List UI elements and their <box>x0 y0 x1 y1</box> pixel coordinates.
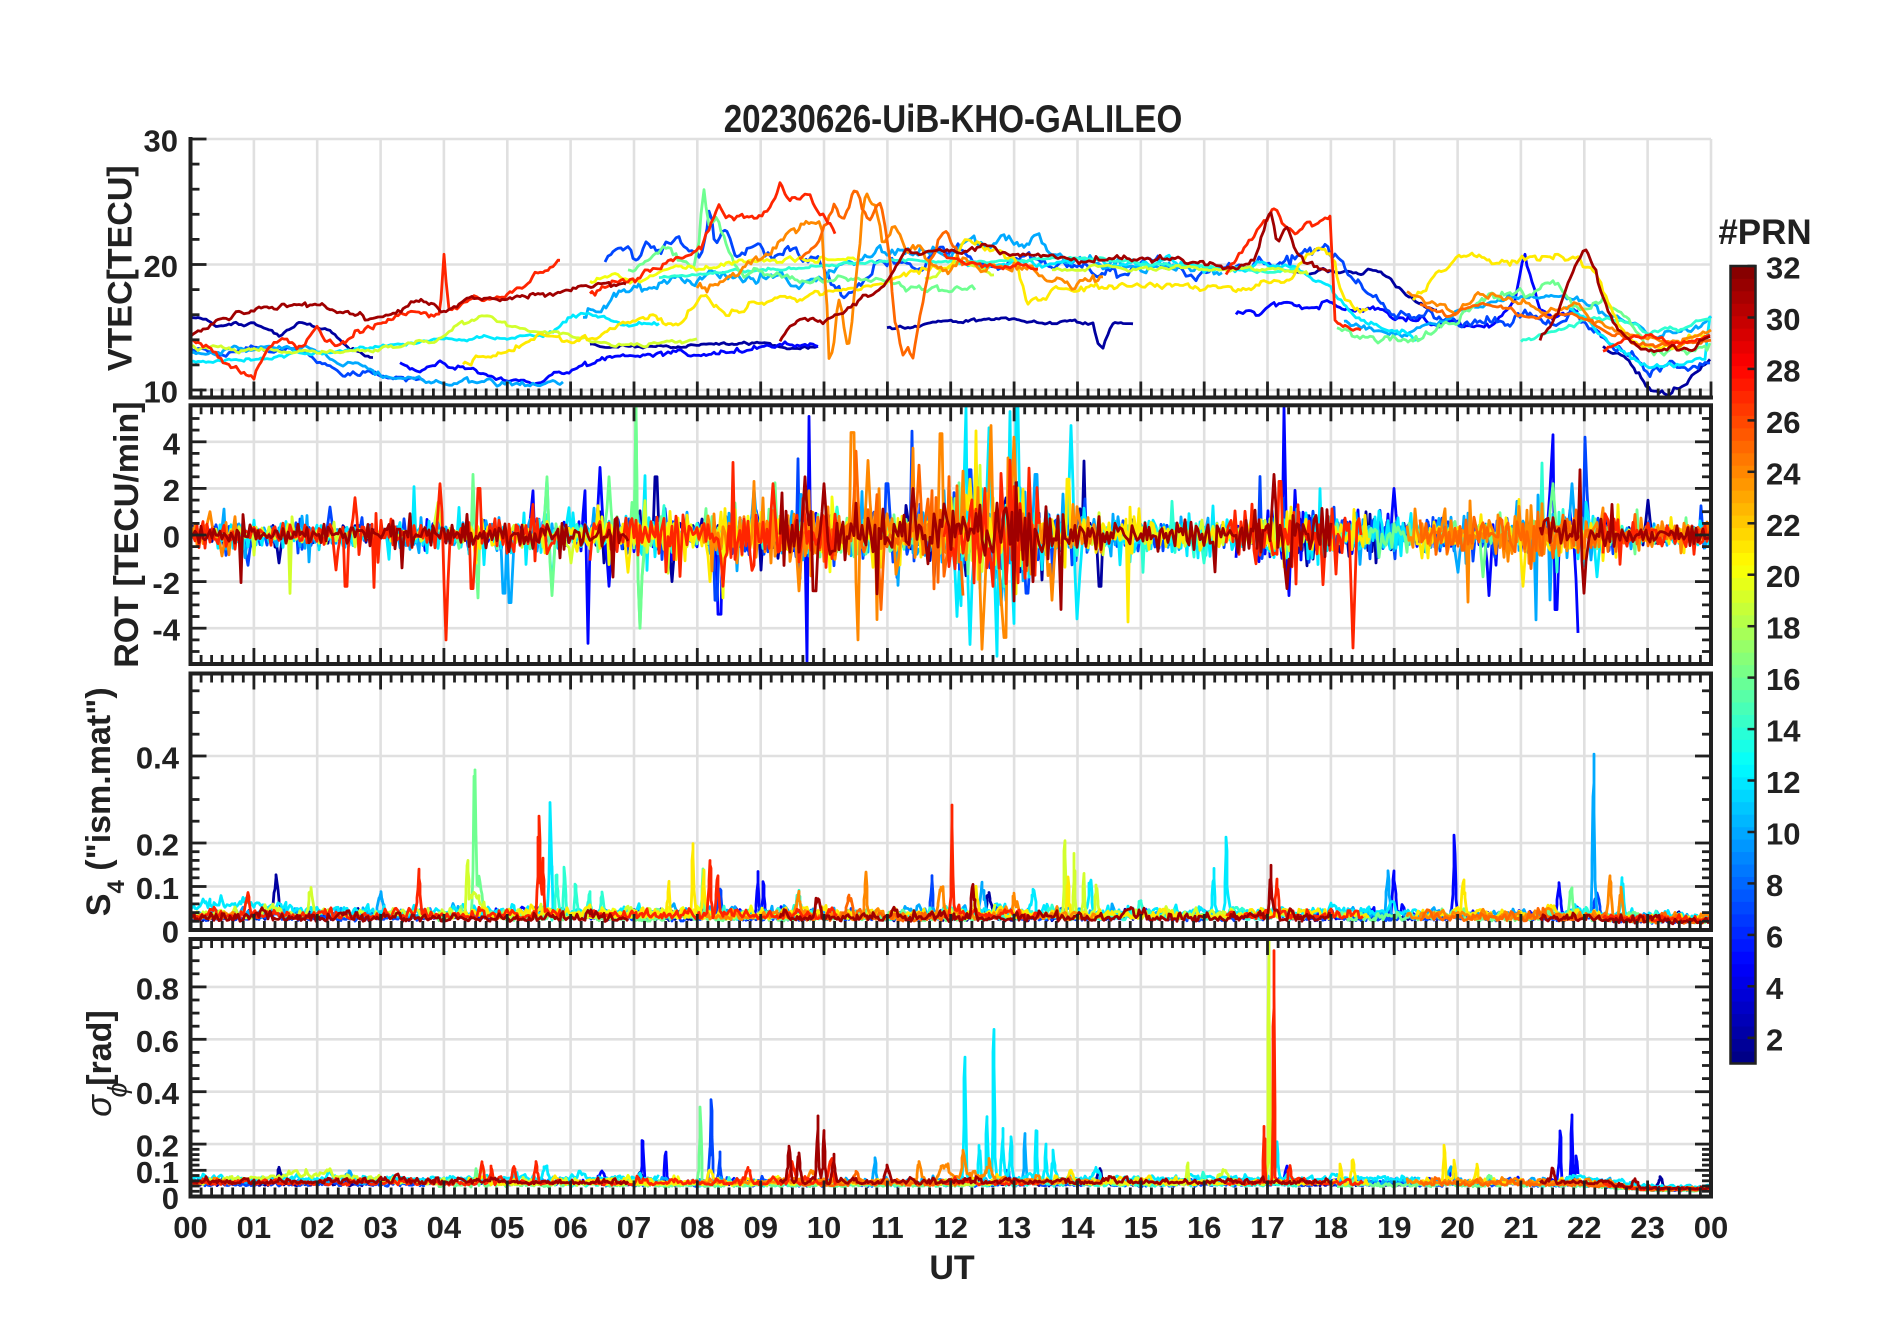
svg-text:10: 10 <box>1766 817 1800 852</box>
svg-text:12: 12 <box>1766 765 1800 800</box>
svg-text:16: 16 <box>1187 1210 1221 1245</box>
svg-text:15: 15 <box>1124 1210 1158 1245</box>
svg-text:0: 0 <box>163 520 180 555</box>
svg-text:06: 06 <box>553 1210 587 1245</box>
svg-text:ROT [TECU/min]: ROT [TECU/min] <box>108 401 146 667</box>
svg-text:0.2: 0.2 <box>136 1129 179 1164</box>
svg-text:01: 01 <box>237 1210 271 1245</box>
svg-text:32: 32 <box>1766 251 1800 286</box>
svg-text:0: 0 <box>162 915 179 950</box>
svg-text:-4: -4 <box>152 613 180 648</box>
svg-text:23: 23 <box>1630 1210 1664 1245</box>
svg-text:2: 2 <box>163 473 180 508</box>
svg-text:07: 07 <box>617 1210 651 1245</box>
svg-text:σ: σ <box>78 1094 119 1117</box>
svg-text:30: 30 <box>1766 302 1800 337</box>
svg-text:16: 16 <box>1766 662 1800 697</box>
svg-text:09: 09 <box>743 1210 777 1245</box>
svg-text:6: 6 <box>1766 919 1783 954</box>
svg-text:18: 18 <box>1766 611 1800 646</box>
svg-text:0: 0 <box>162 1181 179 1216</box>
svg-text:03: 03 <box>363 1210 397 1245</box>
svg-text:12: 12 <box>933 1210 967 1245</box>
svg-text:-2: -2 <box>152 566 180 601</box>
svg-text:8: 8 <box>1766 868 1783 903</box>
svg-text:17: 17 <box>1250 1210 1284 1245</box>
svg-text:4: 4 <box>1766 971 1784 1006</box>
svg-text:0.2: 0.2 <box>136 828 179 863</box>
svg-text:0.6: 0.6 <box>136 1024 179 1059</box>
svg-text:20: 20 <box>144 249 178 284</box>
svg-text:05: 05 <box>490 1210 524 1245</box>
svg-text:02: 02 <box>300 1210 334 1245</box>
svg-text:08: 08 <box>680 1210 714 1245</box>
svg-text:ϕ: ϕ <box>103 1082 133 1097</box>
svg-text:0.4: 0.4 <box>136 741 180 776</box>
svg-text:10: 10 <box>144 375 178 410</box>
svg-text:UT: UT <box>929 1249 975 1287</box>
svg-text:26: 26 <box>1766 405 1800 440</box>
svg-text:#PRN: #PRN <box>1718 213 1811 252</box>
svg-text:10: 10 <box>807 1210 841 1245</box>
svg-text:28: 28 <box>1766 353 1800 388</box>
svg-text:20: 20 <box>1766 559 1800 594</box>
svg-text:0.8: 0.8 <box>136 971 179 1006</box>
svg-text:19: 19 <box>1377 1210 1411 1245</box>
svg-text:VTEC[TECU]: VTEC[TECU] <box>102 165 140 371</box>
svg-text:21: 21 <box>1504 1210 1538 1245</box>
svg-text:00: 00 <box>173 1210 207 1245</box>
svg-text:0.4: 0.4 <box>136 1076 180 1111</box>
svg-text:00: 00 <box>1694 1210 1728 1245</box>
svg-text:0.1: 0.1 <box>136 871 179 906</box>
svg-text:18: 18 <box>1314 1210 1348 1245</box>
svg-text:14: 14 <box>1766 714 1801 749</box>
svg-text:4: 4 <box>163 426 181 461</box>
svg-text:20: 20 <box>1440 1210 1474 1245</box>
svg-text:[rad]: [rad] <box>81 1010 119 1086</box>
svg-text:22: 22 <box>1766 508 1800 543</box>
svg-text:11: 11 <box>871 1210 904 1245</box>
svg-text:04: 04 <box>427 1210 462 1245</box>
svg-text:13: 13 <box>997 1210 1031 1245</box>
svg-text:14: 14 <box>1060 1210 1095 1245</box>
svg-text:20230626-UiB-KHO-GALILEO: 20230626-UiB-KHO-GALILEO <box>724 96 1183 140</box>
svg-text:2: 2 <box>1766 1022 1783 1057</box>
svg-text:0.1: 0.1 <box>136 1155 179 1190</box>
svg-text:24: 24 <box>1766 456 1801 491</box>
svg-text:22: 22 <box>1567 1210 1601 1245</box>
svg-text:30: 30 <box>144 124 178 159</box>
